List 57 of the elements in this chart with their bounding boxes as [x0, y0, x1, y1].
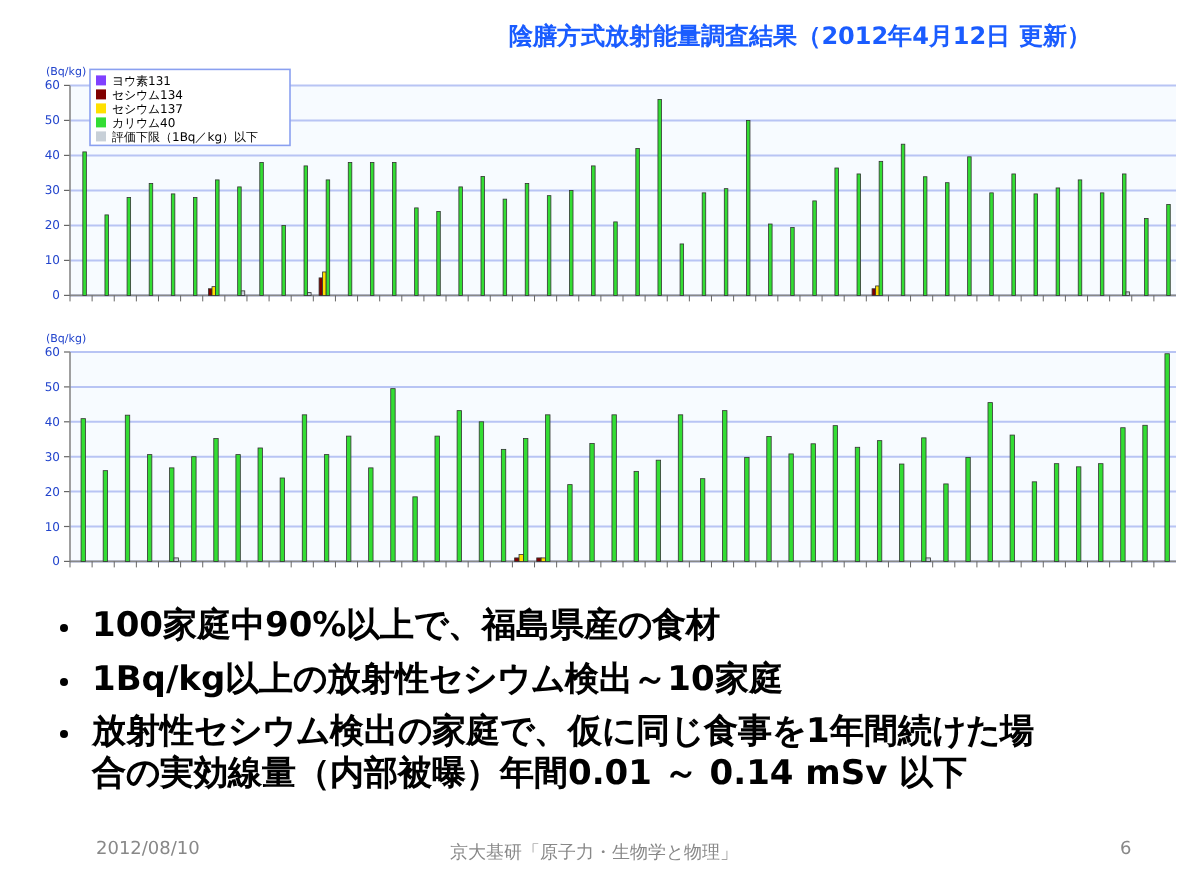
- bar: [876, 440, 883, 562]
- bar: [545, 414, 551, 562]
- bar: [301, 414, 308, 562]
- bar: [1120, 427, 1126, 562]
- bar: [943, 483, 949, 562]
- bar: [1053, 463, 1060, 562]
- text: 6: [1120, 840, 1132, 860]
- bar: [633, 470, 639, 562]
- bar: [169, 467, 175, 562]
- bar: [854, 446, 861, 562]
- bar: [191, 456, 197, 562]
- bar: [1142, 424, 1148, 562]
- bar: [700, 478, 706, 562]
- bar: [500, 448, 507, 562]
- bar: [279, 477, 285, 562]
- text: 放射性セシウム検出の家庭で、仮に同じ食事を1年間続けた場合の実効線量（内部被曝）年間0.01 ～ 0.14 mSv 以下: [92, 712, 1036, 796]
- bar: [80, 418, 86, 562]
- bar: [611, 414, 617, 562]
- bar: [412, 496, 418, 562]
- bar: [456, 410, 462, 562]
- bar: [1076, 466, 1082, 562]
- bar: [390, 388, 396, 562]
- bar: [147, 454, 153, 562]
- bar: [921, 437, 927, 562]
- bar: [523, 438, 529, 562]
- bar: [368, 467, 374, 562]
- bar: [213, 438, 219, 562]
- bar: [655, 459, 661, 562]
- bar: [478, 421, 485, 562]
- bar: [1098, 463, 1104, 562]
- bar: [589, 443, 595, 562]
- bar: [235, 454, 241, 562]
- bar: [434, 435, 440, 562]
- bar: [766, 436, 772, 562]
- text: 100家庭中90%以上で、福島県産の食材: [92, 606, 721, 648]
- bar: [1164, 353, 1170, 562]
- bar: [102, 470, 108, 562]
- text: 1Bq/kg以上の放射性セシウム検出～10家庭: [92, 660, 783, 702]
- chart-title: 陰膳方式放射能量調査結果（2012年4月12日 更新）: [509, 22, 1091, 50]
- bar: [567, 484, 573, 562]
- bar: [832, 425, 838, 562]
- bar: [677, 414, 684, 562]
- bar: [899, 463, 905, 562]
- bar: [810, 443, 816, 562]
- bar: [124, 414, 131, 562]
- bar: [257, 447, 263, 562]
- bar: [323, 454, 330, 562]
- bar: [722, 410, 728, 562]
- bar: [744, 457, 750, 562]
- bar: [788, 453, 794, 562]
- bar: [1009, 434, 1015, 562]
- text: 京大基研「原子力・生物学と物理」: [450, 844, 738, 864]
- bar: [965, 457, 971, 562]
- bar: [987, 402, 993, 562]
- bar: [1031, 481, 1038, 562]
- text: 2012/08/10: [96, 840, 200, 860]
- bar: [346, 435, 352, 562]
